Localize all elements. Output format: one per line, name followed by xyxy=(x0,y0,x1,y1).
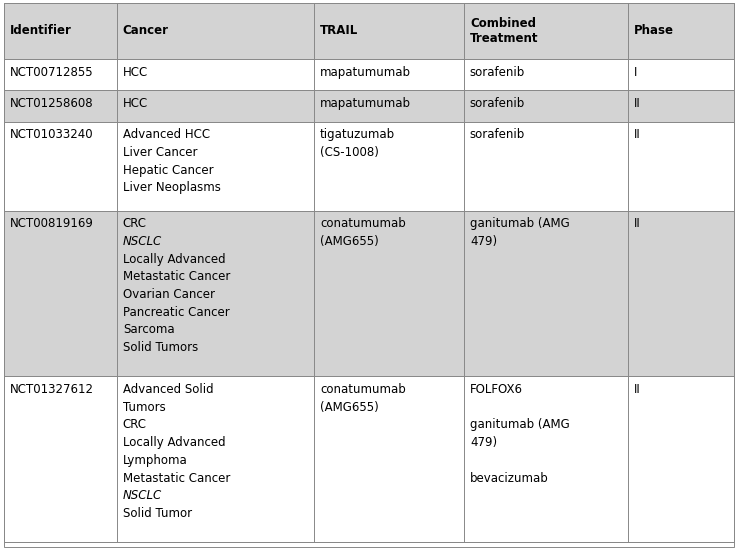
Text: Pancreatic Cancer: Pancreatic Cancer xyxy=(123,306,230,318)
Text: Metastatic Cancer: Metastatic Cancer xyxy=(123,270,230,283)
Text: mapatumumab: mapatumumab xyxy=(320,66,411,79)
Text: Combined
Treatment: Combined Treatment xyxy=(470,17,539,45)
Text: Metastatic Cancer: Metastatic Cancer xyxy=(123,471,230,485)
Text: II: II xyxy=(634,383,641,396)
Bar xyxy=(4,376,734,542)
Text: 479): 479) xyxy=(470,235,497,248)
Text: Liver Cancer: Liver Cancer xyxy=(123,146,197,159)
Text: Lymphoma: Lymphoma xyxy=(123,454,187,467)
Text: (CS-1008): (CS-1008) xyxy=(320,146,379,159)
Text: sorafenib: sorafenib xyxy=(470,128,525,141)
Text: Ovarian Cancer: Ovarian Cancer xyxy=(123,288,215,301)
Text: Identifier: Identifier xyxy=(10,24,72,37)
Text: Sarcoma: Sarcoma xyxy=(123,323,174,337)
Text: Advanced HCC: Advanced HCC xyxy=(123,128,210,141)
Text: NCT00819169: NCT00819169 xyxy=(10,217,94,230)
Text: II: II xyxy=(634,217,641,230)
Text: CRC: CRC xyxy=(123,419,147,431)
Text: NCT00712855: NCT00712855 xyxy=(10,66,93,79)
Text: sorafenib: sorafenib xyxy=(470,66,525,79)
Text: Hepatic Cancer: Hepatic Cancer xyxy=(123,164,213,177)
Text: I: I xyxy=(634,66,638,79)
Text: Tumors: Tumors xyxy=(123,401,165,414)
Text: TRAIL: TRAIL xyxy=(320,24,359,37)
Text: HCC: HCC xyxy=(123,97,148,110)
Text: NSCLC: NSCLC xyxy=(123,235,162,248)
Text: Solid Tumors: Solid Tumors xyxy=(123,341,198,354)
Text: bevacizumab: bevacizumab xyxy=(470,471,548,485)
Text: (AMG655): (AMG655) xyxy=(320,235,379,248)
Text: Phase: Phase xyxy=(634,24,675,37)
Bar xyxy=(4,211,734,376)
Text: 479): 479) xyxy=(470,436,497,449)
Text: II: II xyxy=(634,128,641,141)
Text: FOLFOX6: FOLFOX6 xyxy=(470,383,523,396)
Text: Solid Tumor: Solid Tumor xyxy=(123,507,192,520)
Text: CRC: CRC xyxy=(123,217,147,230)
Text: ganitumab (AMG: ganitumab (AMG xyxy=(470,217,570,230)
Bar xyxy=(4,59,734,90)
Text: sorafenib: sorafenib xyxy=(470,97,525,110)
Text: ganitumab (AMG: ganitumab (AMG xyxy=(470,419,570,431)
Text: NCT01033240: NCT01033240 xyxy=(10,128,93,141)
Text: Liver Neoplasms: Liver Neoplasms xyxy=(123,182,221,194)
Text: Advanced Solid: Advanced Solid xyxy=(123,383,213,396)
Text: conatumumab: conatumumab xyxy=(320,217,406,230)
Text: Cancer: Cancer xyxy=(123,24,169,37)
Text: NCT01258608: NCT01258608 xyxy=(10,97,93,110)
Bar xyxy=(4,3,734,59)
Text: tigatuzumab: tigatuzumab xyxy=(320,128,396,141)
Bar xyxy=(4,90,734,122)
Text: conatumumab: conatumumab xyxy=(320,383,406,396)
Text: NCT01327612: NCT01327612 xyxy=(10,383,94,396)
Text: NSCLC: NSCLC xyxy=(123,489,162,502)
Text: II: II xyxy=(634,97,641,110)
Text: Locally Advanced: Locally Advanced xyxy=(123,436,226,449)
Text: HCC: HCC xyxy=(123,66,148,79)
Text: Locally Advanced: Locally Advanced xyxy=(123,252,226,266)
Bar xyxy=(4,122,734,211)
Text: (AMG655): (AMG655) xyxy=(320,401,379,414)
Text: mapatumumab: mapatumumab xyxy=(320,97,411,110)
